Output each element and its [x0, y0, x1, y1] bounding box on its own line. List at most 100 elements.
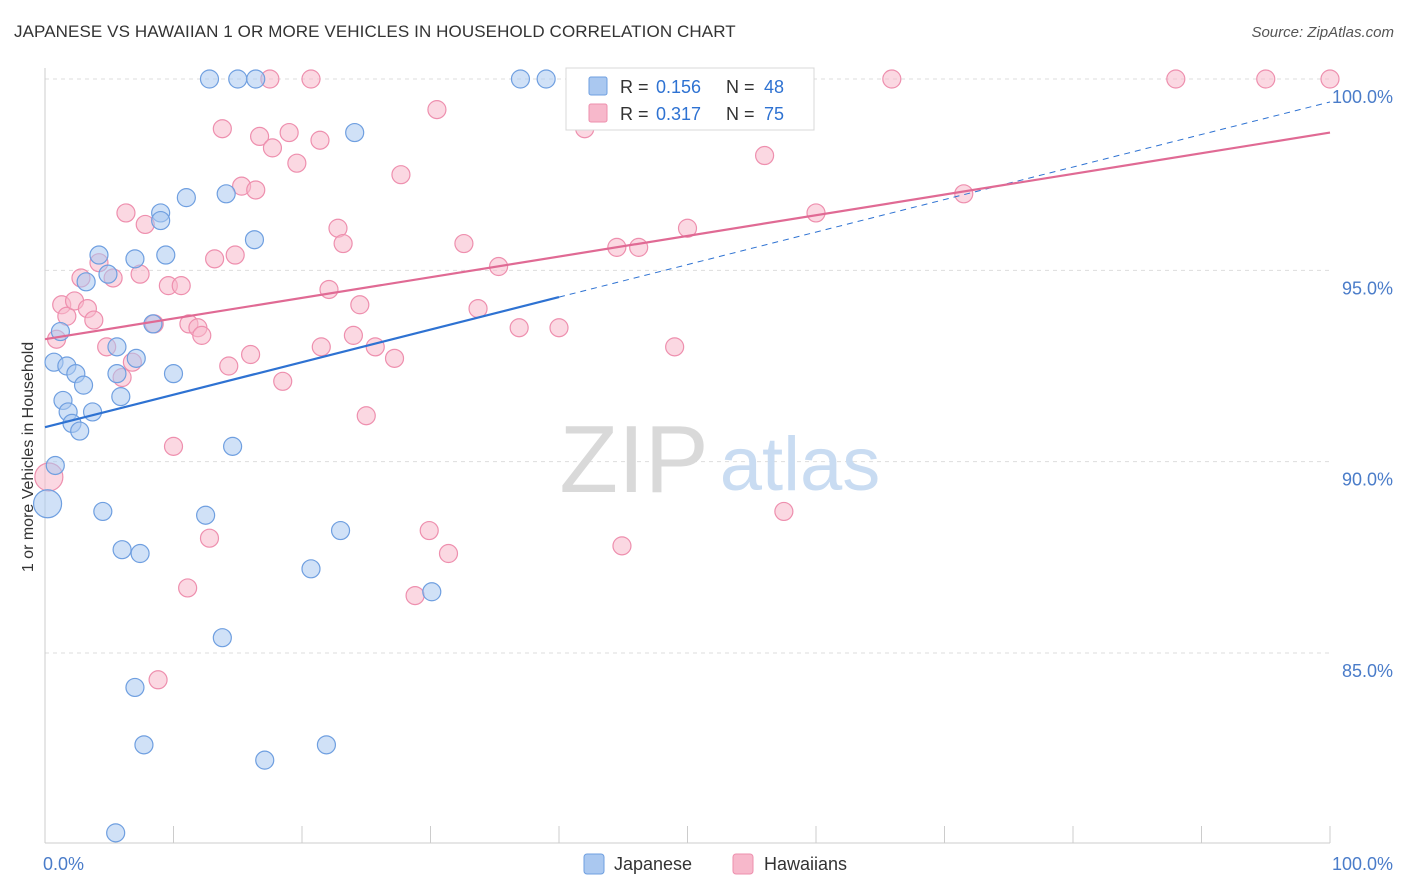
japanese-point-33	[199, 69, 220, 89]
legend-swatch-japanese[interactable]	[583, 853, 605, 875]
japanese-point-24	[130, 543, 150, 564]
hawaiian-point-24	[192, 325, 212, 345]
hawaiian-point-53	[427, 100, 447, 120]
hawaiian-point-66	[677, 218, 698, 238]
hawaiian-point-37	[279, 122, 299, 143]
hawaiian-point-52	[419, 520, 439, 541]
stats-legend-n-value-japanese: 48	[764, 77, 784, 97]
legend-label-japanese[interactable]: Japanese	[614, 854, 692, 874]
japanese-point-14	[93, 501, 113, 522]
japanese-point-38	[244, 230, 265, 250]
hawaiian-point-47	[356, 406, 376, 426]
watermark-zip: ZIP	[559, 406, 708, 513]
hawaiian-point-12	[116, 203, 136, 223]
y-tick-label-100: 100.0%	[1332, 87, 1393, 107]
hawaiian-point-71	[954, 184, 974, 204]
hawaiian-point-74	[1320, 69, 1340, 89]
japanese-point-15	[98, 264, 118, 284]
stats-legend-r-value-japanese: 0.156	[656, 77, 701, 97]
hawaiian-point-65	[665, 337, 685, 357]
hawaiian-point-58	[509, 318, 529, 338]
hawaiian-point-40	[310, 130, 330, 150]
hawaiian-point-73	[1256, 69, 1276, 89]
watermark-atlas: atlas	[720, 422, 881, 507]
hawaiian-point-20	[171, 276, 191, 296]
y-tick-label-90: 90.0%	[1342, 470, 1393, 490]
hawaiian-point-70	[882, 69, 902, 89]
stats-legend-n-label-japanese: N =	[726, 77, 760, 97]
hawaiian-point-38	[287, 153, 307, 173]
japanese-point-46	[510, 69, 531, 89]
japanese-point-36	[223, 436, 243, 456]
legend-swatch-hawaiians[interactable]	[732, 853, 754, 875]
legend-label-hawaiians[interactable]: Hawaiians	[764, 854, 847, 874]
japanese-trend-extension	[558, 101, 1331, 298]
stats-legend-swatch-hawaiians	[588, 103, 608, 123]
japanese-point-10	[73, 375, 94, 395]
japanese-point-22	[125, 677, 145, 698]
hawaiian-point-45	[343, 325, 363, 345]
hawaiian-point-21	[178, 578, 198, 598]
japanese-point-20	[112, 540, 132, 560]
hawaiian-point-25	[199, 528, 220, 548]
japanese-point-23	[126, 348, 146, 368]
hawaiian-point-27	[212, 119, 232, 139]
japanese-point-29	[156, 245, 176, 265]
hawaiian-point-19	[163, 436, 184, 456]
stats-legend-r-value-hawaiians: 0.317	[656, 104, 701, 124]
japanese-point-42	[316, 735, 337, 755]
japanese-point-16	[106, 823, 126, 843]
stats-legend-r-label-japanese: R =	[620, 77, 654, 97]
japanese-point-28	[151, 210, 171, 231]
japanese-point-11	[76, 272, 96, 292]
hawaiian-point-54	[438, 543, 459, 564]
hawaiian-point-28	[219, 356, 239, 376]
japanese-point-47	[536, 69, 556, 89]
hawaiian-point-63	[629, 237, 649, 257]
hawaiian-point-69	[806, 203, 826, 223]
trend-lines	[44, 101, 1331, 429]
hawaiian-point-33	[249, 126, 270, 146]
hawaiian-point-7	[84, 310, 104, 330]
hawaiian-point-62	[612, 536, 632, 556]
japanese-point-35	[216, 184, 236, 204]
stats-legend-swatch-japanese	[588, 76, 608, 96]
japanese-point-34	[212, 628, 232, 648]
japanese-point-19	[111, 387, 131, 407]
hawaiian-point-50	[391, 165, 411, 185]
x-tick-label-min: 0.0%	[43, 854, 84, 874]
source-credit: Source: ZipAtlas.com	[1251, 24, 1394, 41]
japanese-point-41	[301, 559, 321, 579]
hawaiian-point-39	[301, 69, 321, 89]
japanese-point-17	[107, 364, 127, 384]
japanese-point-37	[228, 69, 248, 89]
japanese-point-45	[422, 582, 442, 602]
hawaiian-point-49	[384, 348, 405, 368]
hawaiian-point-36	[273, 371, 293, 391]
japanese-point-1	[45, 455, 65, 476]
y-tick-label-85: 85.0%	[1342, 661, 1393, 681]
axes: 85.0% 90.0% 95.0% 100.0% 0.0% 100.0%	[43, 68, 1393, 874]
hawaiian-point-31	[241, 344, 261, 365]
japanese-point-44	[345, 122, 365, 143]
watermark: ZIP atlas	[559, 406, 880, 513]
hawaiian-point-42	[319, 279, 339, 300]
japanese-point-13	[89, 245, 109, 265]
stats-legend-n-value-hawaiians: 75	[764, 104, 784, 124]
hawaiian-point-29	[225, 245, 245, 265]
japanese-point-32	[196, 505, 216, 525]
hawaiian-point-67	[754, 145, 775, 166]
chart-title: JAPANESE VS HAWAIIAN 1 OR MORE VEHICLES …	[14, 22, 736, 41]
hawaiian-point-59	[549, 318, 569, 338]
japanese-point-9	[70, 421, 90, 441]
japanese-point-0	[32, 489, 63, 519]
japanese-point-21	[125, 249, 145, 269]
stats-legend: R = 0.156 N = 48 R = 0.317 N = 75	[565, 67, 815, 131]
hawaiian-point-26	[205, 249, 225, 269]
hawaiian-point-48	[365, 337, 385, 357]
x-tick-label-max: 100.0%	[1332, 854, 1393, 874]
series-legend: Japanese Hawaiians	[583, 853, 847, 875]
japanese-point-40	[255, 750, 275, 770]
japanese-point-31	[176, 188, 196, 208]
hawaiian-point-44	[333, 233, 353, 254]
